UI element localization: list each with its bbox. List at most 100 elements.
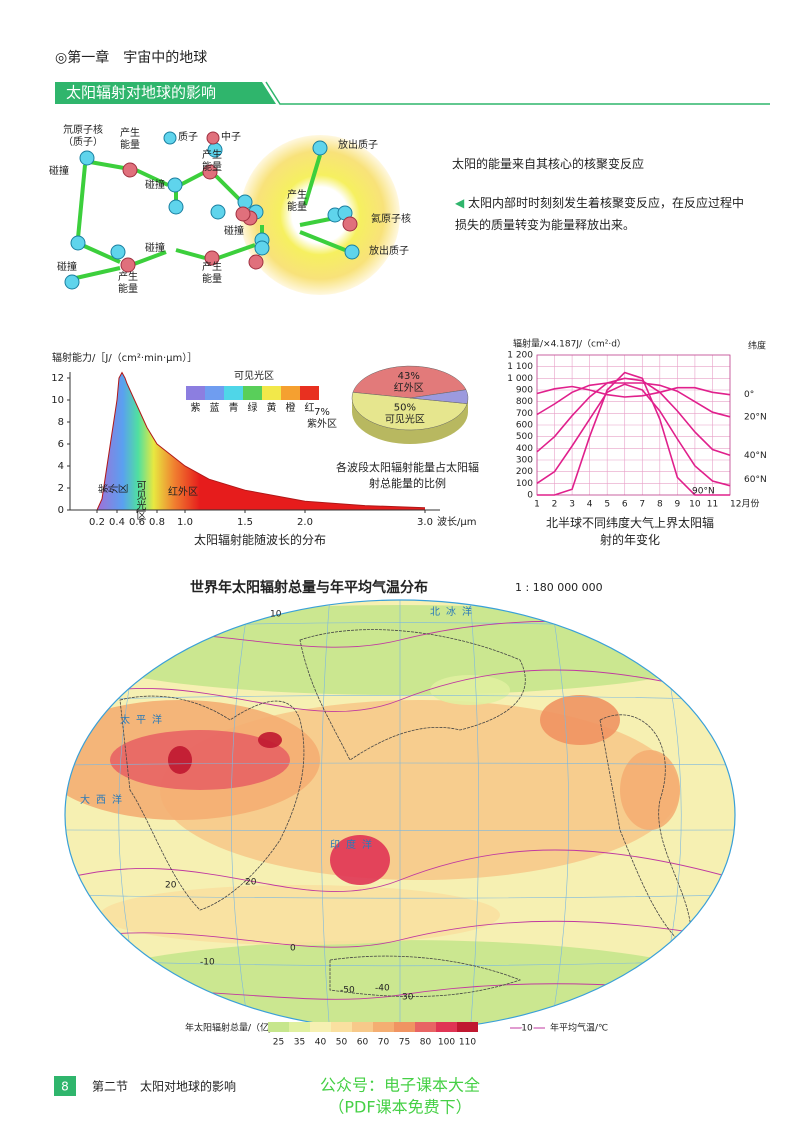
series-line	[536, 382, 731, 418]
bullet: ◀	[455, 196, 469, 210]
radiation-zone	[100, 885, 500, 945]
x-tick-label: 1.5	[237, 517, 253, 528]
x-tick-label: 0.8	[149, 517, 165, 528]
legend-value: 110	[459, 1038, 476, 1048]
legend-value: 80	[420, 1038, 432, 1048]
y-tick-label: 200	[516, 467, 533, 477]
proton	[312, 140, 328, 156]
fusion-caption: ◀ 太阳内部时时刻刻发生着核聚变反应，在反应过程中损失的质量转变为能量释放出来。	[455, 192, 745, 236]
series-label: 0°	[744, 390, 754, 400]
neutron	[235, 206, 251, 222]
neutron	[202, 164, 218, 180]
fusion-label: 氦原子核	[371, 214, 411, 225]
isotherm-label: -50	[340, 986, 355, 996]
sun-glow	[240, 135, 400, 295]
region-label: 紫外区	[98, 484, 128, 496]
legend-swatch	[268, 1022, 289, 1032]
isotherm-label: 10	[270, 610, 282, 620]
legend-value: 60	[357, 1038, 369, 1048]
x-tick-label: 6	[622, 500, 628, 510]
legend-swatch	[394, 1022, 415, 1032]
x-tick-label: 11	[707, 500, 718, 510]
y-tick-label: 1 200	[507, 351, 533, 361]
legend-label: 中子	[221, 132, 241, 143]
series-line	[536, 383, 731, 487]
y-tick-label: 1 000	[507, 374, 533, 384]
temp-legend-sample: 10	[521, 1024, 533, 1034]
y-tick-label: 2	[58, 483, 64, 494]
series-label: 60°N	[744, 475, 767, 485]
ocean-label: 印度洋	[330, 838, 378, 851]
legend-proton	[163, 131, 177, 145]
x-tick-label: 9	[674, 500, 680, 510]
watermark: （PDF课本免费下）	[328, 1098, 471, 1117]
isotherm-label: 0	[290, 944, 296, 954]
x-tick-label: 1	[534, 500, 540, 510]
legend-label: 质子	[178, 132, 198, 143]
footer-section: 第二节 太阳对地球的影响	[92, 1079, 236, 1094]
banner	[55, 82, 276, 104]
legend-value: 100	[438, 1038, 455, 1048]
band-swatch	[300, 386, 319, 400]
neutron	[204, 250, 220, 266]
fusion-title: 太阳的能量来自其核心的核聚变反应	[452, 157, 645, 171]
y-tick-label: 500	[516, 432, 533, 442]
fusion-label: 产生能量	[120, 128, 140, 151]
isotherm-label: -40	[375, 984, 390, 994]
graticule	[230, 600, 251, 1030]
pie-slice	[351, 392, 468, 431]
neutron	[248, 254, 264, 270]
series-line	[536, 385, 731, 398]
graticule	[549, 600, 570, 1030]
legend-swatch	[415, 1022, 436, 1032]
fusion-label: 产生能量	[287, 190, 307, 213]
spectrum-curve	[96, 371, 426, 511]
isotherm	[65, 669, 735, 712]
band-swatch	[205, 386, 224, 400]
legend-title: 纬度	[748, 340, 766, 352]
x-tick-label: 3	[569, 500, 575, 510]
graticule	[320, 600, 331, 1030]
fusion-label: 放出质子	[338, 140, 378, 151]
legend-swatch	[289, 1022, 310, 1032]
legend-value: 35	[294, 1038, 305, 1048]
band-name: 黄	[267, 401, 277, 414]
x-tick-label: 8	[657, 500, 663, 510]
isotherm	[65, 920, 735, 948]
x-tick-label: 5	[604, 500, 610, 510]
pie-value-label: 7%	[314, 407, 330, 418]
ocean-label: 太平洋	[120, 713, 168, 726]
legend-value: 70	[378, 1038, 390, 1048]
proton	[210, 204, 226, 220]
proton	[254, 240, 270, 256]
proton	[110, 244, 126, 260]
band-swatch	[243, 386, 262, 400]
fusion-arrows	[75, 154, 346, 280]
x-tick-label: 2	[552, 500, 558, 510]
fusion-label: 碰撞	[224, 226, 244, 237]
fusion-caption-text: 太阳内部时时刻刻发生着核聚变反应，在反应过程中损失的质量转变为能量释放出来。	[455, 196, 745, 232]
region-label: 可见光区	[134, 480, 146, 520]
band-swatch	[186, 386, 205, 400]
ocean-label: 大西洋	[80, 793, 128, 806]
map-scale: 1 : 180 000 000	[515, 581, 603, 594]
coastline	[119, 629, 692, 997]
series-label: 40°N	[744, 451, 767, 461]
fusion-label: 碰撞	[145, 180, 165, 191]
pie-value-label: 50%	[394, 403, 416, 414]
chart-title: 太阳辐射能随波长的分布	[193, 533, 326, 547]
y-axis-label: 辐射能力/［J/（cm²·min·μm）］	[52, 351, 197, 364]
isotherm-label: 20	[165, 881, 177, 891]
x-tick-label: 0.4	[109, 517, 125, 528]
series-label: 90°N	[692, 487, 715, 497]
temp-legend-label: 年平均气温/℃	[550, 1022, 608, 1034]
band-name: 绿	[248, 401, 258, 414]
proton	[167, 177, 183, 193]
chart-title: 北半球不同纬度大气上界太阳辐射的年变化	[545, 516, 714, 547]
y-tick-label: 12	[51, 373, 64, 384]
pie-slice	[409, 389, 469, 404]
pie-category: 紫外区	[307, 418, 337, 430]
x-tick-label: 7	[639, 500, 645, 510]
proton	[344, 244, 360, 260]
